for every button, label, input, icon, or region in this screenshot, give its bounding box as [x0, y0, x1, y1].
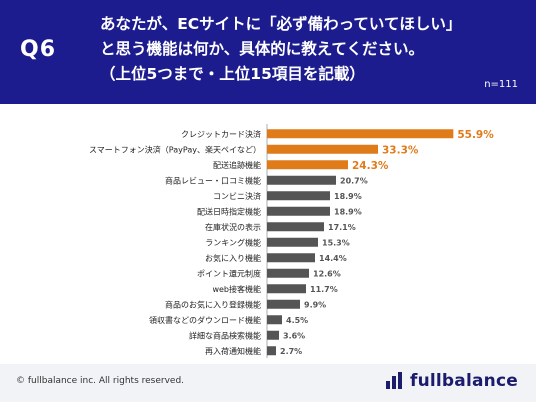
bar — [267, 253, 315, 263]
bar — [267, 160, 348, 170]
logo-text: fullbalance — [409, 371, 518, 391]
bar — [267, 191, 330, 201]
bar — [267, 346, 276, 356]
category-label: コンビニ決済 — [213, 191, 261, 201]
value-label: 20.7% — [340, 176, 368, 185]
bar — [267, 206, 330, 216]
category-label: 在庫状況の表示 — [205, 222, 261, 232]
bar — [267, 299, 300, 309]
category-label: web接客機能 — [212, 284, 261, 294]
category-label: ポイント還元制度 — [197, 268, 261, 278]
bar — [267, 268, 309, 278]
bar-chart: クレジットカード決済 55.9% スマートフォン決済（PayPay、楽天ペイなど） 3… — [89, 124, 494, 358]
category-label: 商品レビュー・口コミ機能 — [165, 175, 261, 185]
bar — [267, 129, 454, 139]
value-label: 15.3% — [322, 238, 350, 247]
header-banner: Q6 あなたが、ECサイトに「必ず備わっていてほしい」 と思う機能は何か、具体的… — [0, 0, 536, 104]
value-label: 11.7% — [310, 285, 338, 294]
bar — [267, 222, 324, 232]
category-label: 配送追跡機能 — [213, 160, 261, 170]
category-label: 詳細な商品検索機能 — [189, 330, 261, 340]
value-label: 24.3% — [352, 160, 389, 172]
bar — [267, 330, 279, 340]
value-label: 18.9% — [334, 207, 362, 216]
company-logo: fullbalance — [383, 370, 518, 392]
value-label: 3.6% — [283, 331, 305, 340]
value-label: 12.6% — [313, 269, 341, 278]
question-label: Q6 — [20, 37, 57, 62]
question-line: （上位5つまで・上位15項目を記載） — [100, 65, 365, 83]
category-label: お気に入り機能 — [205, 253, 261, 263]
value-label: 17.1% — [328, 223, 356, 232]
footer: © fullbalance inc. All rights reserved. … — [0, 364, 536, 402]
value-label: 55.9% — [457, 129, 494, 141]
sample-size: n=111 — [484, 79, 518, 90]
category-label: クレジットカード決済 — [181, 129, 261, 139]
question-text: あなたが、ECサイトに「必ず備わっていてほしい」 と思う機能は何か、具体的に教え… — [100, 12, 530, 87]
question-line: あなたが、ECサイトに「必ず備わっていてほしい」 — [100, 15, 462, 33]
bar — [267, 237, 318, 247]
value-label: 2.7% — [280, 347, 302, 356]
bar — [267, 315, 282, 325]
category-label: 領収書などのダウンロード機能 — [149, 315, 261, 325]
category-label: 配送日時指定機能 — [197, 206, 261, 216]
category-label: 商品のお気に入り登録機能 — [165, 299, 261, 309]
value-label: 18.9% — [334, 192, 362, 201]
category-label: 再入荷通知機能 — [205, 346, 261, 356]
fullbalance-logo-icon — [385, 372, 402, 389]
bar — [267, 175, 336, 185]
category-label: スマートフォン決済（PayPay、楽天ペイなど） — [89, 144, 261, 154]
copyright-text: © fullbalance inc. All rights reserved. — [16, 376, 185, 386]
value-label: 4.5% — [286, 316, 308, 325]
category-label: ランキング機能 — [205, 237, 261, 247]
question-line: と思う機能は何か、具体的に教えてください。 — [100, 40, 424, 58]
value-label: 33.3% — [382, 144, 419, 156]
value-label: 9.9% — [304, 300, 326, 309]
value-label: 14.4% — [319, 254, 347, 263]
bar — [267, 284, 306, 294]
bar — [267, 144, 378, 154]
